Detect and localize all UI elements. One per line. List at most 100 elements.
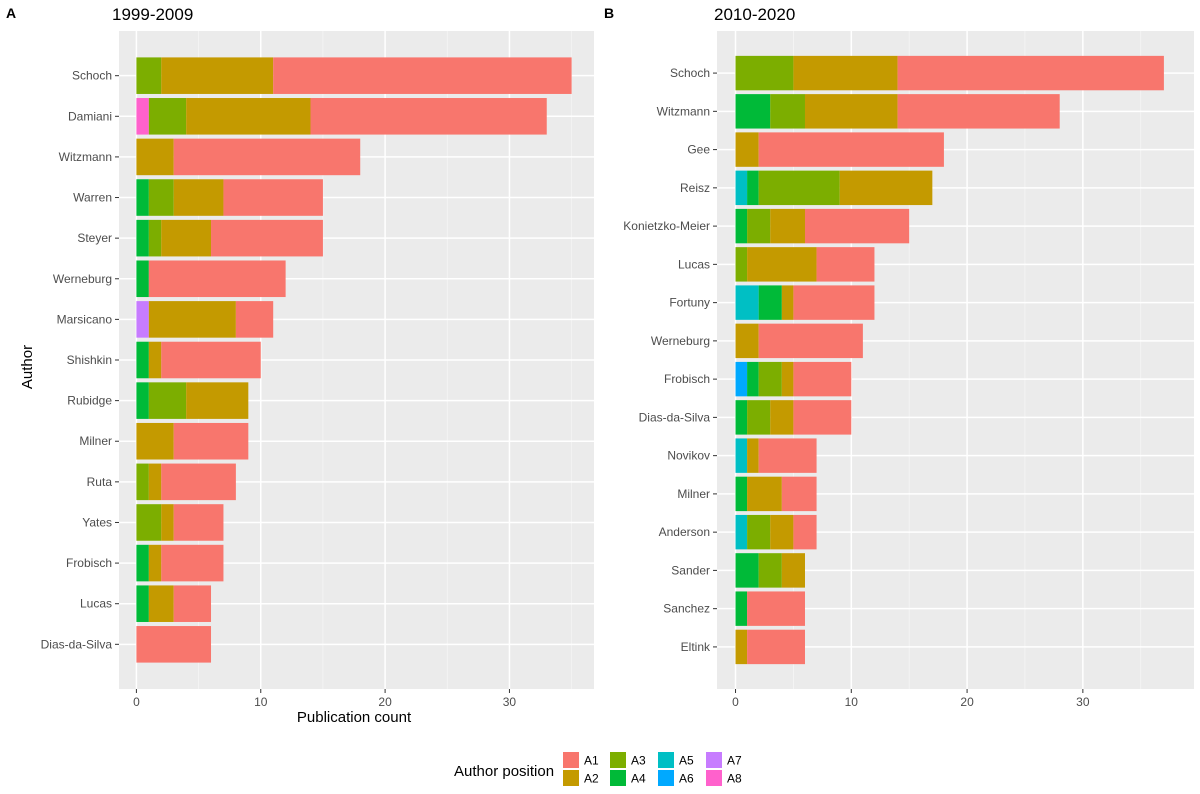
bar-segment-a-schoch-a1 <box>273 57 572 94</box>
legend: Author position A1 A2 A3 A4 A5 A6 A7 A8 <box>454 752 742 786</box>
bar-segment-a-lucas-a2 <box>148 585 174 622</box>
bar-segment-b-konietzko-meier-a1 <box>804 208 910 244</box>
panel-b-x-tick-label: 30 <box>1076 695 1090 709</box>
bar-segment-a-milner-a1 <box>173 422 249 460</box>
panel-a-y-tick-label: Ruta <box>87 475 113 489</box>
bar-segment-b-werneburg-a2 <box>735 323 759 359</box>
panel-b-x-tick-label: 20 <box>960 695 974 709</box>
bar-segment-a-schoch-a3 <box>136 57 162 94</box>
bar-segment-a-marsicano-a7 <box>136 301 149 338</box>
legend-label-a7: A7 <box>727 754 742 768</box>
panel-b-y-tick-label: Schoch <box>670 66 710 80</box>
panel-b-y-tick-label: Milner <box>677 487 710 501</box>
bar-segment-a-lucas-a4 <box>136 585 149 622</box>
bar-segment-a-yates-a3 <box>136 504 162 541</box>
bar-segment-b-schoch-a3 <box>735 55 794 91</box>
bar-segment-a-lucas-a1 <box>173 585 212 622</box>
panel-a-y-tick-label: Warren <box>73 191 112 205</box>
legend-swatch-a8 <box>706 770 722 786</box>
legend-label-a3: A3 <box>631 754 646 768</box>
bar-segment-a-milner-a2 <box>136 422 174 460</box>
bar-segment-a-schoch-a2 <box>161 57 274 94</box>
bar-segment-b-sander-a4 <box>735 553 759 588</box>
bar-segment-a-steyer-a2 <box>161 219 212 257</box>
panel-b-title: 2010-2020 <box>714 5 795 24</box>
legend-swatch-a4 <box>610 770 626 786</box>
panel-a-tag: A <box>6 5 16 21</box>
bar-segment-b-frobisch-a3 <box>758 361 782 397</box>
bar-segment-b-gee-a1 <box>758 132 944 167</box>
panel-b-y-tick-label: Konietzko-Meier <box>623 219 710 233</box>
panel-b-y-tick-label: Fortuny <box>669 296 710 310</box>
legend-label-a8: A8 <box>727 772 742 786</box>
panel-b-y-tick-label: Frobisch <box>664 372 710 386</box>
bar-segment-a-frobisch-a2 <box>148 544 162 582</box>
bar-segment-a-rubidge-a3 <box>148 382 187 419</box>
legend-label-a2: A2 <box>584 772 599 786</box>
bar-segment-a-damiani-a1 <box>310 98 547 135</box>
bar-segment-b-frobisch-a2 <box>781 361 794 397</box>
panel-a: A 1999-2009 Author Publication count Sch… <box>6 5 594 726</box>
bar-segment-b-schoch-a2 <box>793 55 898 91</box>
panel-b-y-tick-label: Sanchez <box>663 602 710 616</box>
bar-segment-a-yates-a2 <box>161 504 174 541</box>
bar-segment-b-milner-a4 <box>735 476 748 512</box>
bar-segment-b-frobisch-a4 <box>747 361 759 397</box>
bar-segment-b-dias-da-silva-a4 <box>735 400 748 435</box>
bar-segment-b-anderson-a5 <box>735 514 748 550</box>
legend-swatch-a7 <box>706 752 722 768</box>
panel-b-y-tick-label: Anderson <box>659 525 710 539</box>
panel-a-y-tick-label: Schoch <box>72 69 112 83</box>
bar-segment-a-shishkin-a1 <box>161 341 261 379</box>
panel-a-y-tick-label: Frobisch <box>66 556 112 570</box>
bar-segment-b-fortuny-a5 <box>735 285 759 320</box>
bar-segment-b-lucas-a2 <box>747 247 817 282</box>
legend-swatch-a2 <box>563 770 579 786</box>
bar-segment-a-warren-a2 <box>173 179 224 216</box>
bar-segment-b-fortuny-a4 <box>758 285 782 320</box>
bar-segment-b-frobisch-a1 <box>793 361 852 397</box>
bar-segment-b-witzmann-a3 <box>770 94 805 129</box>
panel-a-y-tick-label: Shishkin <box>67 353 112 367</box>
bar-segment-b-witzmann-a4 <box>735 94 771 129</box>
bar-segment-b-milner-a2 <box>747 476 782 512</box>
bar-segment-a-damiani-a8 <box>136 98 149 135</box>
panel-a-y-axis-title: Author <box>19 345 36 389</box>
panel-b-y-tick-label: Witzmann <box>657 104 710 118</box>
bar-segment-a-witzmann-a1 <box>173 138 361 176</box>
bar-segment-a-shishkin-a4 <box>136 341 149 379</box>
bar-segment-a-marsicano-a2 <box>148 301 236 338</box>
legend-label-a6: A6 <box>679 772 694 786</box>
panel-b-x-tick-label: 10 <box>845 695 859 709</box>
panel-a-y-tick-label: Dias-da-Silva <box>41 637 113 651</box>
panel-a-y-tick-label: Milner <box>79 434 112 448</box>
bar-segment-a-frobisch-a4 <box>136 544 149 582</box>
panel-b-y-tick-label: Werneburg <box>651 334 710 348</box>
bar-segment-b-anderson-a3 <box>747 514 771 550</box>
bar-segment-b-reisz-a4 <box>747 170 759 206</box>
bar-segment-b-sander-a3 <box>758 553 782 588</box>
bar-segment-b-dias-da-silva-a1 <box>793 400 852 435</box>
bar-segment-b-milner-a1 <box>781 476 817 512</box>
bar-segment-b-sanchez-a4 <box>735 591 748 626</box>
panel-a-y-tick-label: Steyer <box>77 231 112 245</box>
bar-segment-b-gee-a2 <box>735 132 759 167</box>
bar-segment-b-lucas-a3 <box>735 247 748 282</box>
legend-label-a5: A5 <box>679 754 694 768</box>
bar-segment-a-steyer-a3 <box>148 219 162 257</box>
panel-b-y-tick-label: Lucas <box>678 257 710 271</box>
bar-segment-a-ruta-a3 <box>136 463 149 501</box>
panel-a-y-tick-label: Werneburg <box>53 272 112 286</box>
panel-a-y-tick-label: Lucas <box>80 597 112 611</box>
panel-b-y-tick-label: Sander <box>671 563 710 577</box>
panel-b-x-tick-label: 0 <box>732 695 739 709</box>
bar-segment-b-eltink-a1 <box>747 629 805 665</box>
panel-b: B 2010-2020 Schoch Witzmann Gee Reisz Koniet… <box>604 5 1194 709</box>
legend-title: Author position <box>454 763 554 780</box>
legend-label-a1: A1 <box>584 754 599 768</box>
bar-segment-b-werneburg-a1 <box>758 323 863 359</box>
bar-segment-b-sanchez-a1 <box>747 591 805 626</box>
panel-b-tag: B <box>604 5 614 21</box>
bar-segment-b-reisz-a3 <box>758 170 840 206</box>
bar-segment-b-novikov-a1 <box>758 438 817 473</box>
